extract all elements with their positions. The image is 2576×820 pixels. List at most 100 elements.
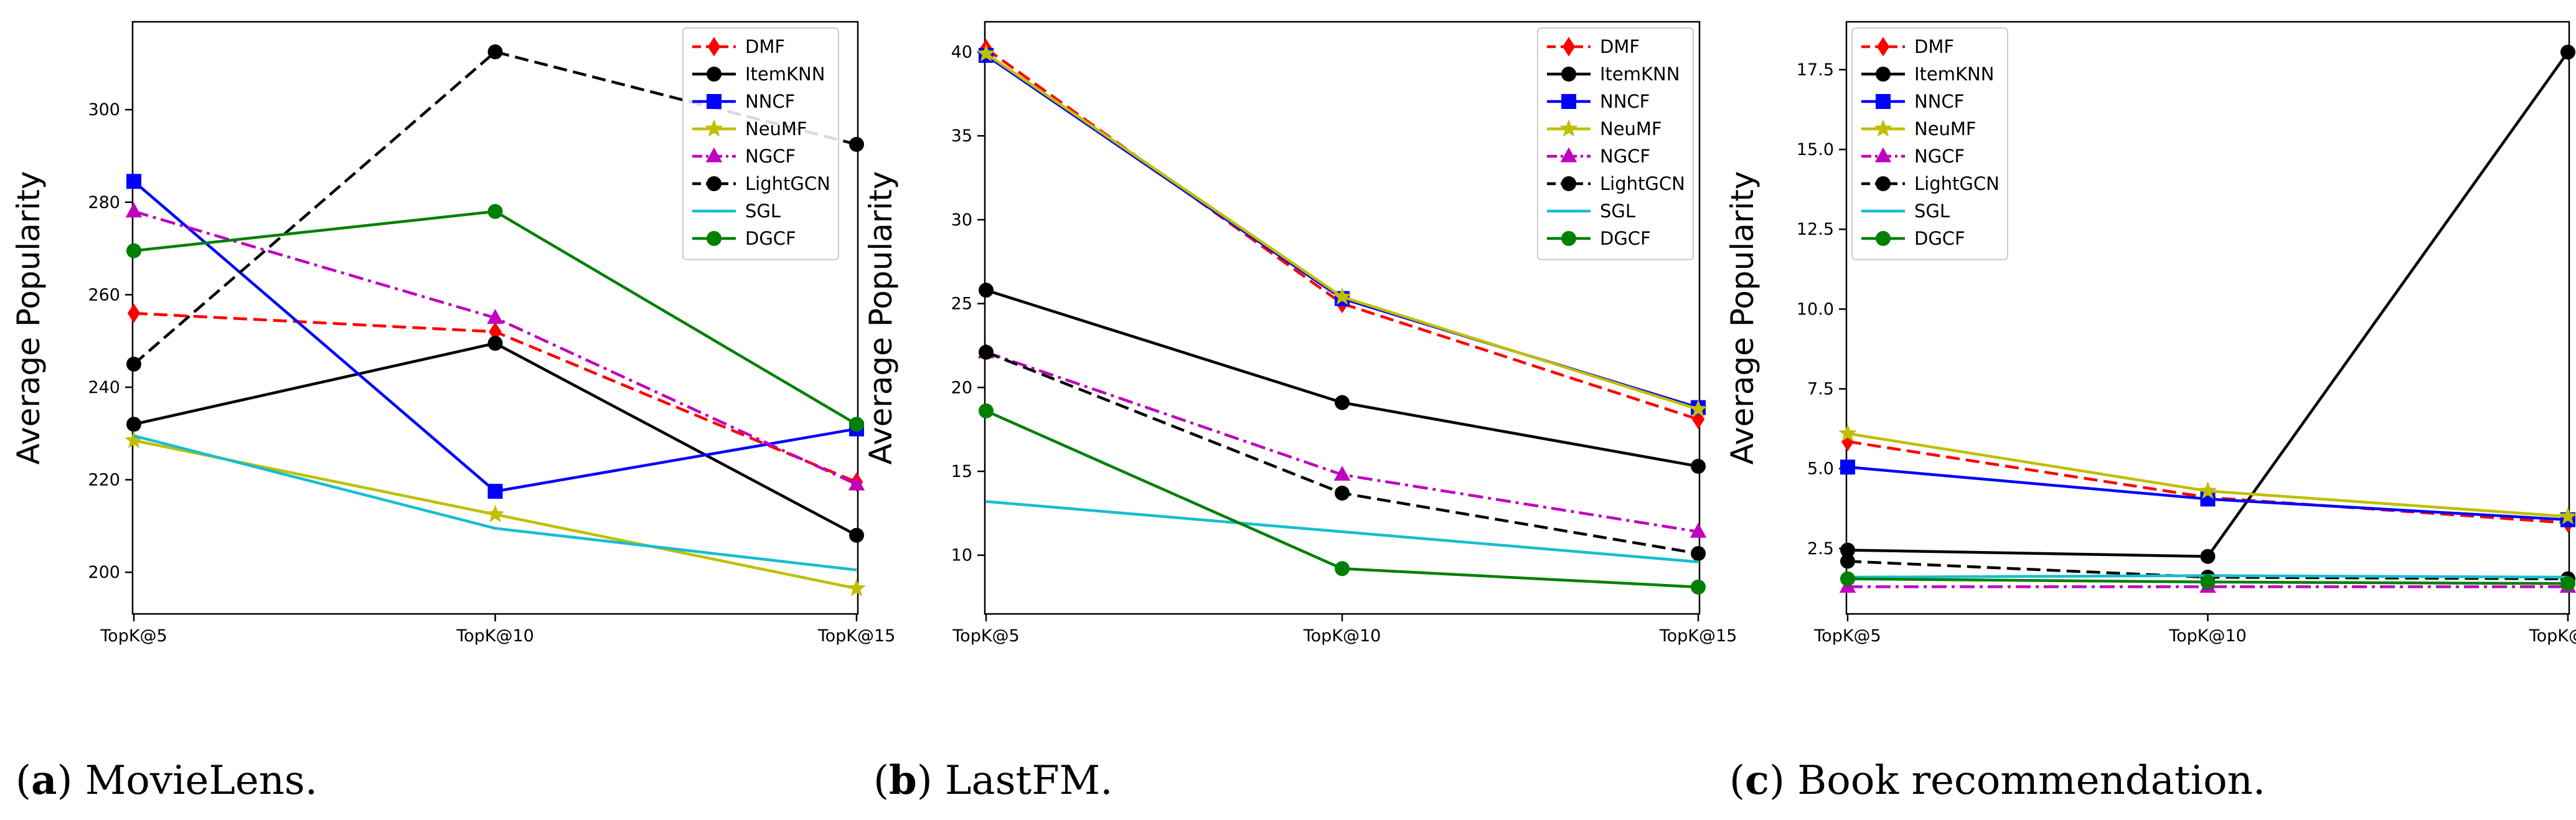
legend-entry-nncf: NNCF [692,91,795,112]
data-point [977,44,995,62]
y-tick-label: 280 [88,193,120,212]
series-sgl [985,500,1699,563]
legend-label: NGCF [1600,146,1650,167]
legend-marker [1876,67,1891,82]
y-tick-label: 200 [88,563,120,582]
legend-marker [1560,147,1577,163]
data-point [487,484,503,499]
series-itemknn [979,283,1706,474]
legend-label: NNCF [745,91,795,112]
x-tick-label: TopK@15 [817,626,896,646]
y-tick-label: 10 [951,546,972,565]
legend-entry-itemknn: ItemKNN [1547,64,1680,85]
y-tick-label: 30 [951,210,972,230]
data-point [1840,571,1855,587]
data-point [979,403,994,419]
caption-b: (b) LastFM. [873,757,1113,804]
x-tick-label: TopK@5 [100,626,167,646]
legend-entry-ngcf: NGCF [1861,146,1965,167]
y-axis-label: Average Popularity [1724,171,1760,465]
legend-marker [705,147,723,163]
series-ngcf [125,202,865,491]
data-point [2198,481,2217,499]
legend-label: NGCF [1914,146,1965,167]
legend-label: NNCF [1600,91,1650,112]
data-point [1335,395,1350,410]
x-tick-label: TopK@10 [1303,626,1381,646]
data-point [487,336,503,351]
series-neumf [1838,423,2576,525]
legend-entry-itemknn: ItemKNN [692,64,825,85]
legend-entry-sgl: SGL [1547,200,1635,222]
caption-a: (a) MovieLens. [16,757,317,804]
data-point [2560,576,2575,591]
legend-marker [1561,67,1576,82]
legend-label: DGCF [745,228,796,249]
series-nncf [1840,459,2575,527]
legend-label: SGL [1600,200,1635,222]
data-point [126,356,141,372]
y-tick-label: 260 [88,285,120,304]
legend-entry-dgcf: DGCF [1547,228,1651,249]
data-point [1838,423,1857,441]
legend-marker [1562,37,1576,57]
data-point [1840,554,1855,569]
legend-entry-neumf: NeuMF [1547,118,1662,139]
legend-label: LightGCN [1914,173,2000,194]
data-point [1333,287,1351,305]
legend-entry-lightgcn: LightGCN [1861,173,2000,194]
legend-entry-neumf: NeuMF [692,118,807,139]
legend-entry-sgl: SGL [692,200,781,222]
legend-entry-dmf: DMF [1861,36,1954,57]
legend-marker [707,37,721,57]
legend-marker [1874,119,1892,137]
y-tick-label: 35 [951,126,972,146]
data-point [849,136,864,152]
data-point [2200,574,2216,590]
series-lightgcn [979,344,1706,562]
series-dgcf [126,204,864,432]
legend-label: NGCF [745,146,796,167]
caption-c: (c) Book recommendation. [1729,757,2265,804]
data-point [979,344,994,360]
data-point [847,578,866,596]
chart-panel-1: 200 220 240 260 280 300 TopK@5 TopK@10 TopK@15 Av… [11,21,896,646]
legend-label: NeuMF [1914,118,1977,139]
legend-label: NNCF [1914,91,1964,112]
data-point [1691,546,1706,562]
legend-entry-nncf: NNCF [1547,91,1650,112]
legend-label: NeuMF [745,118,807,139]
data-point [1335,486,1350,501]
legend-label: DMF [745,36,785,57]
x-tick-label: TopK@10 [2168,626,2247,646]
legend-entry-ngcf: NGCF [1547,146,1650,167]
legend-marker [1876,94,1891,109]
series-dgcf [1840,571,2575,591]
legend-entry-dmf: DMF [692,36,785,57]
data-point [487,44,503,60]
legend-entry-ngcf: NGCF [692,146,796,167]
x-tick-label: TopK@15 [2529,626,2576,646]
legend-entry-lightgcn: LightGCN [692,173,830,194]
legend: DMF ItemKNN NNCF NeuMF NGCF LightGCN SGL DGCF [1537,27,1694,260]
y-tick-label: 25 [951,295,972,314]
legend-marker [1561,231,1576,246]
y-tick-label: 15.0 [1797,140,1834,159]
data-point [848,475,865,491]
legend-label: DMF [1600,36,1640,57]
legend-marker [707,176,722,191]
legend-marker [1561,176,1576,191]
legend-label: ItemKNN [745,64,825,85]
data-point [127,303,141,323]
data-point [979,283,994,298]
data-point [849,417,864,432]
legend-entry-neumf: NeuMF [1861,118,1977,139]
y-tick-label: 240 [88,378,120,397]
y-tick-label: 12.5 [1797,220,1834,239]
legend-entry-dmf: DMF [1547,36,1640,57]
legend-box [1851,27,2008,260]
chart-panel-3: 2.5 5.0 7.5 10.0 12.5 15.0 17.5 TopK@5 TopK@10 To… [1724,21,2576,646]
x-tick-label: TopK@5 [952,626,1019,646]
chart-panel-2: 10 15 20 25 30 35 40 TopK@5 TopK@10 TopK@15 Averag… [863,21,1737,646]
series-neumf [125,430,866,596]
